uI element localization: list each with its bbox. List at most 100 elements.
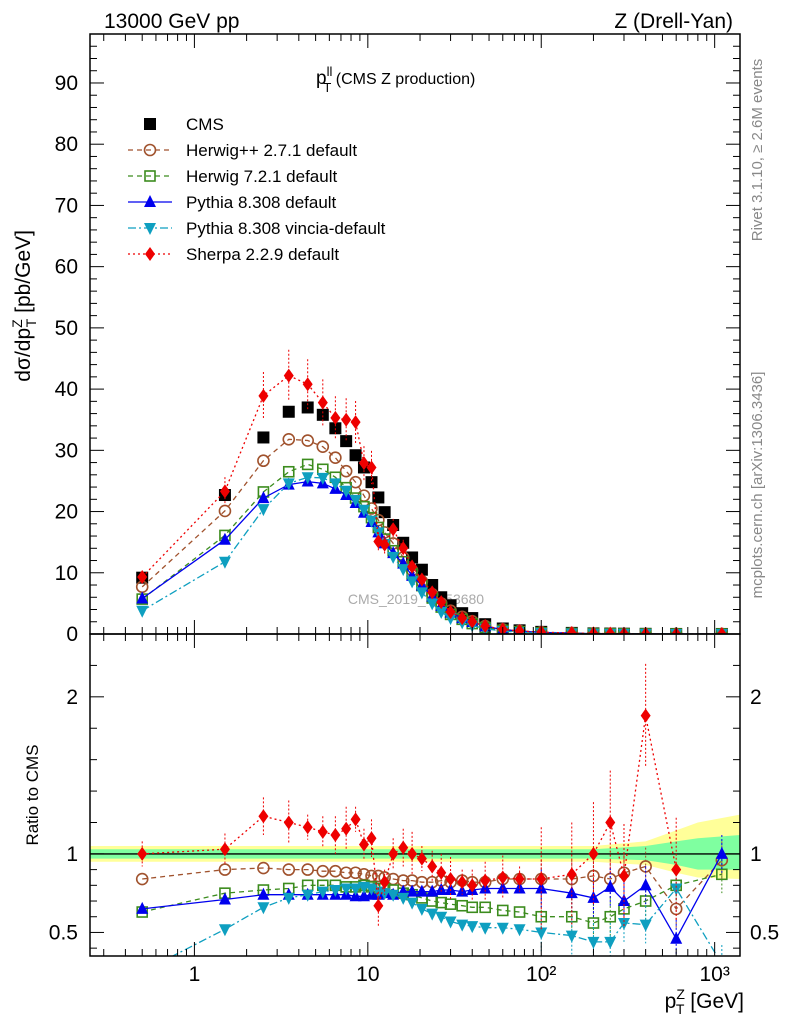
data-point (219, 484, 230, 499)
y-tick-label: 80 (55, 133, 78, 156)
x-tick-label: 10² (526, 963, 556, 986)
ratio-point (444, 916, 457, 929)
ratio-point (317, 824, 328, 839)
ratio-point (257, 902, 270, 915)
ratio-point (618, 868, 629, 883)
data-point (467, 614, 478, 629)
ratio-point (341, 821, 352, 836)
data-point (349, 449, 362, 462)
data-point (136, 605, 149, 618)
ratio-point (456, 919, 469, 932)
legend-marker (144, 195, 156, 207)
ratio-point (715, 846, 728, 859)
data-point (329, 478, 342, 491)
legend-marker (144, 170, 156, 182)
plot-title: pll T (CMS Z production) (316, 64, 475, 95)
data-point (301, 458, 314, 471)
y-tick-label: 40 (55, 378, 78, 401)
ratio-point (330, 828, 341, 843)
ratio-point (218, 863, 232, 876)
data-point (387, 551, 400, 564)
ratio-point (514, 872, 525, 887)
data-point (406, 576, 419, 589)
data-point (365, 515, 378, 528)
data-point (397, 564, 410, 577)
ratio-point (415, 903, 428, 916)
legend-label: Pythia 8.308 vincia-default (186, 219, 386, 238)
ratio-point (366, 831, 377, 846)
ratio-point (136, 967, 148, 979)
ratio-point (339, 866, 353, 880)
y-tick-label: 90 (55, 72, 78, 95)
ratio-point (466, 921, 479, 934)
data-point (302, 377, 313, 392)
ratio-series (135, 663, 729, 979)
analysis-watermark: CMS_2019_I1753680 (348, 591, 484, 607)
ratio-point (445, 872, 456, 887)
legend-entry: Pythia 8.308 default (128, 193, 337, 212)
ratio-point (407, 846, 418, 861)
data-point (445, 604, 456, 619)
y-tick-label: 0 (66, 623, 78, 646)
header-energy: 13000 GeV pp (104, 10, 239, 33)
data-point (435, 606, 448, 619)
y-tick-label: 60 (55, 256, 78, 279)
ratio-y-tick-label: 2 (66, 686, 78, 709)
ratio-point (282, 863, 296, 876)
x-tick-label: 10³ (699, 963, 729, 986)
legend-label: CMS (186, 115, 224, 134)
ratio-point (565, 930, 578, 943)
data-point (218, 532, 231, 545)
ratio-point (135, 872, 149, 886)
ratio-point (373, 898, 384, 913)
ratio-point (302, 820, 313, 835)
main-series (135, 349, 729, 634)
ratio-point (415, 884, 428, 897)
ratio-point (406, 884, 419, 897)
data-point (329, 451, 342, 464)
data-point (282, 478, 295, 491)
ratio-point (617, 894, 630, 907)
data-point (407, 559, 418, 574)
ratio-point (671, 862, 682, 877)
series-5 (137, 349, 727, 634)
ratio-point (388, 846, 399, 861)
ratio-point (497, 870, 508, 885)
y-tick-label: 20 (55, 501, 78, 524)
ratio-y-tick-label: 1 (66, 843, 78, 866)
legend-entry: Sherpa 2.2.9 default (128, 245, 339, 264)
band-outer (90, 814, 740, 880)
ratio-point (301, 889, 314, 902)
data-point (316, 440, 330, 453)
x-tick-label: 10 (356, 963, 379, 986)
data-point (282, 465, 295, 478)
ratio-point (406, 897, 419, 910)
ratio-point (137, 846, 148, 861)
data-point (372, 491, 385, 504)
data-point (257, 491, 270, 504)
ratio-point (604, 879, 617, 892)
y-tick-label: 70 (55, 194, 78, 217)
data-point (137, 570, 148, 585)
y-axis-label: dσ/dpZT [pb/GeV] (9, 230, 39, 382)
data-point (480, 619, 491, 634)
ratio-series-3 (136, 869, 723, 979)
ratio-point (358, 837, 369, 852)
ratio-point (444, 898, 457, 910)
data-point (257, 454, 270, 468)
ratio-point (282, 892, 295, 905)
rivet-label: Rivet 3.1.10, ≥ 2.6M events (749, 59, 766, 242)
main-panel (135, 349, 729, 634)
data-point (282, 405, 295, 418)
data-point (379, 537, 390, 552)
data-point (415, 587, 428, 600)
ratio-y-tick-label: 0.5 (49, 921, 78, 944)
ratio-point (372, 869, 385, 883)
data-point (716, 626, 727, 634)
legend-marker (144, 118, 156, 130)
ratio-point (365, 883, 378, 896)
data-point (257, 431, 270, 444)
ratio-point (349, 866, 362, 880)
ratio-point (536, 872, 547, 887)
ratio-line (142, 873, 722, 924)
